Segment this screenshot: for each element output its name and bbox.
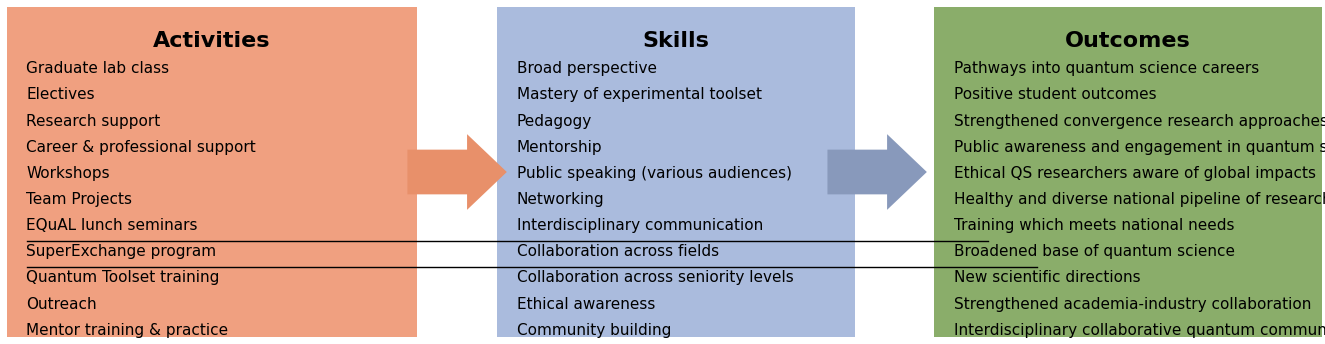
FancyArrow shape [408, 134, 506, 210]
Text: Activities: Activities [154, 31, 270, 51]
Text: SuperExchange program: SuperExchange program [26, 244, 216, 259]
Text: Pedagogy: Pedagogy [517, 114, 592, 129]
Text: Ethical awareness: Ethical awareness [517, 297, 655, 312]
Text: Public speaking (various audiences): Public speaking (various audiences) [517, 166, 792, 181]
Text: Mentor training & practice: Mentor training & practice [26, 323, 229, 338]
Text: Training which meets national needs: Training which meets national needs [954, 218, 1235, 233]
Text: Public awareness and engagement in quantum science: Public awareness and engagement in quant… [954, 140, 1325, 155]
Text: Outcomes: Outcomes [1065, 31, 1191, 51]
Text: Mastery of experimental toolset: Mastery of experimental toolset [517, 87, 762, 103]
Bar [497, 7, 855, 337]
Text: Broad perspective: Broad perspective [517, 61, 657, 76]
Bar [934, 7, 1322, 337]
Text: New scientific directions: New scientific directions [954, 270, 1141, 286]
Text: Collaboration across fields: Collaboration across fields [517, 244, 719, 259]
Text: Strengthened convergence research approaches: Strengthened convergence research approa… [954, 114, 1325, 129]
Bar [7, 7, 417, 337]
Text: Collaboration across seniority levels: Collaboration across seniority levels [517, 270, 794, 286]
Text: Ethical QS researchers aware of global impacts: Ethical QS researchers aware of global i… [954, 166, 1316, 181]
Text: Mentorship: Mentorship [517, 140, 603, 155]
Text: Healthy and diverse national pipeline of researchers: Healthy and diverse national pipeline of… [954, 192, 1325, 207]
Text: Community building: Community building [517, 323, 672, 338]
Text: Interdisciplinary collaborative quantum community: Interdisciplinary collaborative quantum … [954, 323, 1325, 338]
Text: Research support: Research support [26, 114, 160, 129]
FancyArrow shape [827, 134, 926, 210]
Text: Quantum Toolset training: Quantum Toolset training [26, 270, 220, 286]
Text: Networking: Networking [517, 192, 604, 207]
Text: Strengthened academia-industry collaboration: Strengthened academia-industry collabora… [954, 297, 1312, 312]
Text: Interdisciplinary communication: Interdisciplinary communication [517, 218, 763, 233]
Text: Positive student outcomes: Positive student outcomes [954, 87, 1157, 103]
Text: Graduate lab class: Graduate lab class [26, 61, 170, 76]
Text: Pathways into quantum science careers: Pathways into quantum science careers [954, 61, 1259, 76]
Text: Electives: Electives [26, 87, 95, 103]
Text: EQuAL lunch seminars: EQuAL lunch seminars [26, 218, 197, 233]
Text: Workshops: Workshops [26, 166, 110, 181]
Text: Career & professional support: Career & professional support [26, 140, 256, 155]
Text: Outreach: Outreach [26, 297, 97, 312]
Text: Broadened base of quantum science: Broadened base of quantum science [954, 244, 1235, 259]
Text: Team Projects: Team Projects [26, 192, 132, 207]
Text: Skills: Skills [643, 31, 709, 51]
